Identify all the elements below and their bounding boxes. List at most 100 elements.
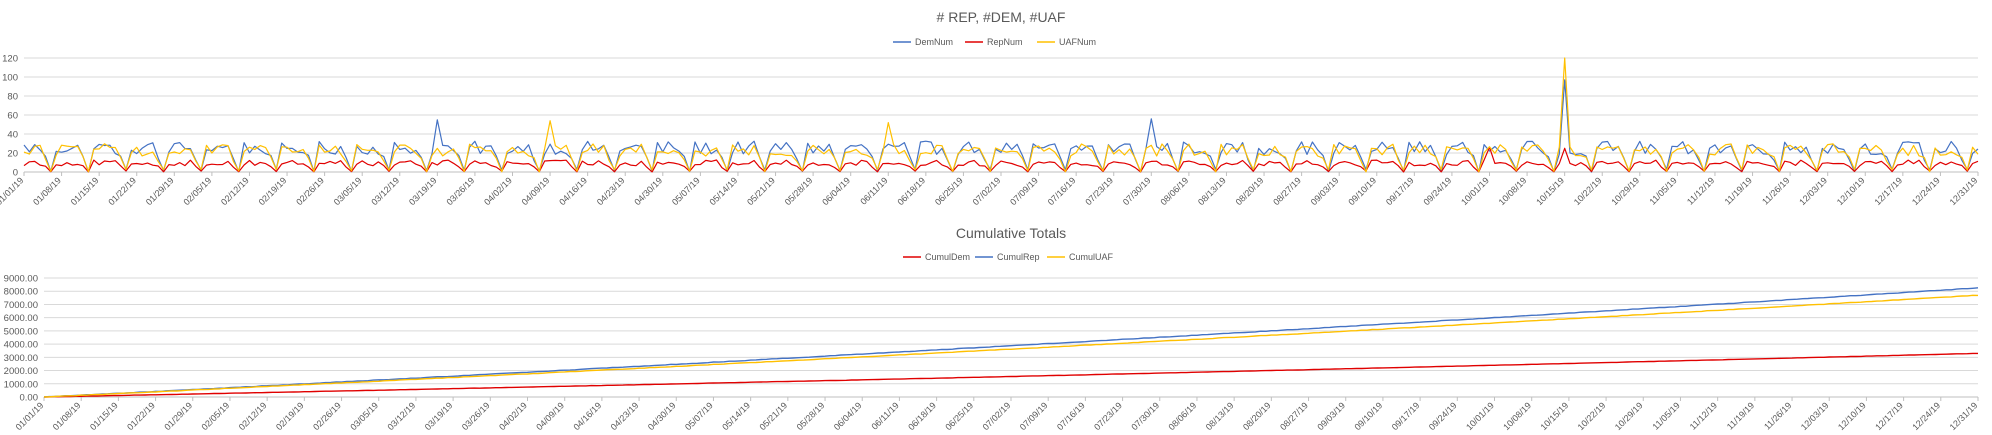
x-tick-label: 07/23/19 bbox=[1092, 400, 1124, 432]
x-tick-label: 09/24/19 bbox=[1427, 400, 1459, 432]
x-tick-label: 03/19/19 bbox=[407, 175, 439, 207]
x-tick-label: 05/21/19 bbox=[745, 175, 777, 207]
x-tick-label: 10/15/19 bbox=[1534, 175, 1566, 207]
x-tick-label: 12/24/19 bbox=[1910, 400, 1942, 432]
x-tick-label: 07/16/19 bbox=[1046, 175, 1078, 207]
cumulative-totals-chart: Cumulative Totals CumulDem CumulRep CumulUA… bbox=[4, 225, 1980, 432]
x-tick-label: 07/23/19 bbox=[1083, 175, 1115, 207]
x-tick-label: 06/18/19 bbox=[895, 175, 927, 207]
y-tick-label: 40 bbox=[7, 130, 18, 141]
series-line-uafnum bbox=[23, 57, 1979, 173]
x-tick-label: 02/05/19 bbox=[181, 175, 213, 207]
x-tick-label: 07/30/19 bbox=[1121, 175, 1153, 207]
x-tick-label: 08/13/19 bbox=[1196, 175, 1228, 207]
x-tick-label: 12/03/19 bbox=[1799, 400, 1831, 432]
x-tick-label: 04/09/19 bbox=[534, 400, 566, 432]
x-tick-label: 07/02/19 bbox=[971, 175, 1003, 207]
x-tick-label: 08/20/19 bbox=[1234, 175, 1266, 207]
x-tick-label: 04/23/19 bbox=[595, 175, 627, 207]
x-tick-label: 04/30/19 bbox=[646, 400, 678, 432]
x-tick-label: 03/05/19 bbox=[348, 400, 380, 432]
x-tick-label: 09/17/19 bbox=[1390, 400, 1422, 432]
x-tick-label: 06/11/19 bbox=[869, 400, 900, 431]
y-tick-label: 9000.00 bbox=[4, 274, 38, 285]
x-tick-label: 04/02/19 bbox=[497, 400, 529, 432]
x-tick-label: 07/09/19 bbox=[1018, 400, 1050, 432]
x-tick-label: 03/26/19 bbox=[460, 400, 492, 432]
x-tick-label: 09/10/19 bbox=[1352, 400, 1384, 432]
x-tick-label: 11/26/19 bbox=[1760, 175, 1791, 206]
x-tick-label: 04/30/19 bbox=[632, 175, 664, 207]
x-tick-label: 11/05/19 bbox=[1647, 175, 1678, 206]
legend-label-repnum: RepNum bbox=[987, 37, 1023, 47]
y-tick-label: 0 bbox=[13, 168, 18, 179]
x-tick-label: 05/07/19 bbox=[683, 400, 715, 432]
x-tick-label: 07/30/19 bbox=[1129, 400, 1161, 432]
x-tick-label: 01/15/19 bbox=[69, 175, 101, 207]
x-tick-label: 02/26/19 bbox=[311, 400, 343, 432]
x-tick-label: 09/03/19 bbox=[1315, 400, 1347, 432]
x-tick-label: 02/26/19 bbox=[294, 175, 326, 207]
x-tick-label: 12/31/19 bbox=[1948, 175, 1980, 207]
y-tick-label: 60 bbox=[7, 111, 18, 122]
daily-counts-chart: # REP, #DEM, #UAF DemNum RepNum UAFNum 0 20 40… bbox=[0, 9, 1980, 207]
x-tick-label: 04/16/19 bbox=[557, 175, 589, 207]
y-tick-label: 6000.00 bbox=[4, 313, 38, 324]
series-line-cumulrep bbox=[43, 287, 1979, 398]
legend-label-cumulrep: CumulRep bbox=[997, 252, 1040, 262]
x-tick-label: 01/29/19 bbox=[162, 400, 194, 432]
y-tick-label: 8000.00 bbox=[4, 287, 38, 298]
x-tick-label: 05/28/19 bbox=[795, 400, 827, 432]
x-tick-label: 03/05/19 bbox=[332, 175, 364, 207]
x-tick-label: 01/01/19 bbox=[14, 400, 46, 432]
legend-label-uafnum: UAFNum bbox=[1059, 37, 1096, 47]
x-tick-label: 01/15/19 bbox=[88, 400, 120, 432]
x-tick-label: 12/17/19 bbox=[1873, 400, 1905, 432]
x-tick-label: 04/23/19 bbox=[609, 400, 641, 432]
y-tick-label: 2000.00 bbox=[4, 366, 38, 377]
y-tick-label: 0.00 bbox=[20, 393, 39, 404]
x-tick-label: 06/25/19 bbox=[933, 175, 965, 207]
y-tick-label: 100 bbox=[2, 73, 18, 84]
x-tick-label: 10/08/19 bbox=[1501, 400, 1533, 432]
y-tick-label: 5000.00 bbox=[4, 326, 38, 337]
x-tick-label: 03/12/19 bbox=[369, 175, 401, 207]
y-tick-label: 80 bbox=[7, 92, 18, 103]
x-tick-label: 05/14/19 bbox=[720, 400, 752, 432]
y-tick-label: 7000.00 bbox=[4, 300, 38, 311]
x-tick-label: 11/12/19 bbox=[1685, 175, 1716, 206]
x-tick-label: 03/12/19 bbox=[385, 400, 417, 432]
x-tick-label: 08/27/19 bbox=[1278, 400, 1310, 432]
x-tick-label: 12/31/19 bbox=[1948, 400, 1980, 432]
x-tick-label: 10/01/19 bbox=[1464, 400, 1496, 432]
x-tick-label: 06/25/19 bbox=[943, 400, 975, 432]
legend-label-cumuluaf: CumulUAF bbox=[1069, 252, 1114, 262]
x-tick-label: 05/14/19 bbox=[708, 175, 740, 207]
x-tick-label: 07/02/19 bbox=[981, 400, 1013, 432]
x-tick-label: 08/27/19 bbox=[1271, 175, 1303, 207]
x-tick-label: 02/12/19 bbox=[219, 175, 251, 207]
x-tick-label: 12/24/19 bbox=[1910, 175, 1942, 207]
chart-title: Cumulative Totals bbox=[956, 225, 1066, 241]
y-tick-label: 4000.00 bbox=[4, 340, 38, 351]
x-tick-label: 02/12/19 bbox=[237, 400, 269, 432]
x-tick-label: 01/08/19 bbox=[31, 175, 63, 207]
x-tick-label: 07/16/19 bbox=[1055, 400, 1087, 432]
x-tick-label: 04/09/19 bbox=[520, 175, 552, 207]
x-tick-label: 11/26/19 bbox=[1762, 400, 1793, 431]
y-tick-label: 1000.00 bbox=[4, 379, 38, 390]
y-tick-label: 20 bbox=[7, 149, 18, 160]
x-tick-label: 02/19/19 bbox=[257, 175, 289, 207]
x-tick-label: 12/17/19 bbox=[1872, 175, 1904, 207]
x-tick-label: 06/04/19 bbox=[820, 175, 852, 207]
x-tick-label: 09/24/19 bbox=[1421, 175, 1453, 207]
x-tick-label: 01/22/19 bbox=[125, 400, 157, 432]
series-line-cumuluaf bbox=[43, 294, 1979, 398]
x-tick-label: 10/22/19 bbox=[1572, 175, 1604, 207]
x-tick-label: 04/02/19 bbox=[482, 175, 514, 207]
y-tick-label: 120 bbox=[2, 54, 18, 65]
x-tick-label: 05/28/19 bbox=[783, 175, 815, 207]
x-tick-label: 02/05/19 bbox=[200, 400, 232, 432]
x-tick-label: 08/06/19 bbox=[1158, 175, 1190, 207]
x-tick-label: 03/26/19 bbox=[444, 175, 476, 207]
